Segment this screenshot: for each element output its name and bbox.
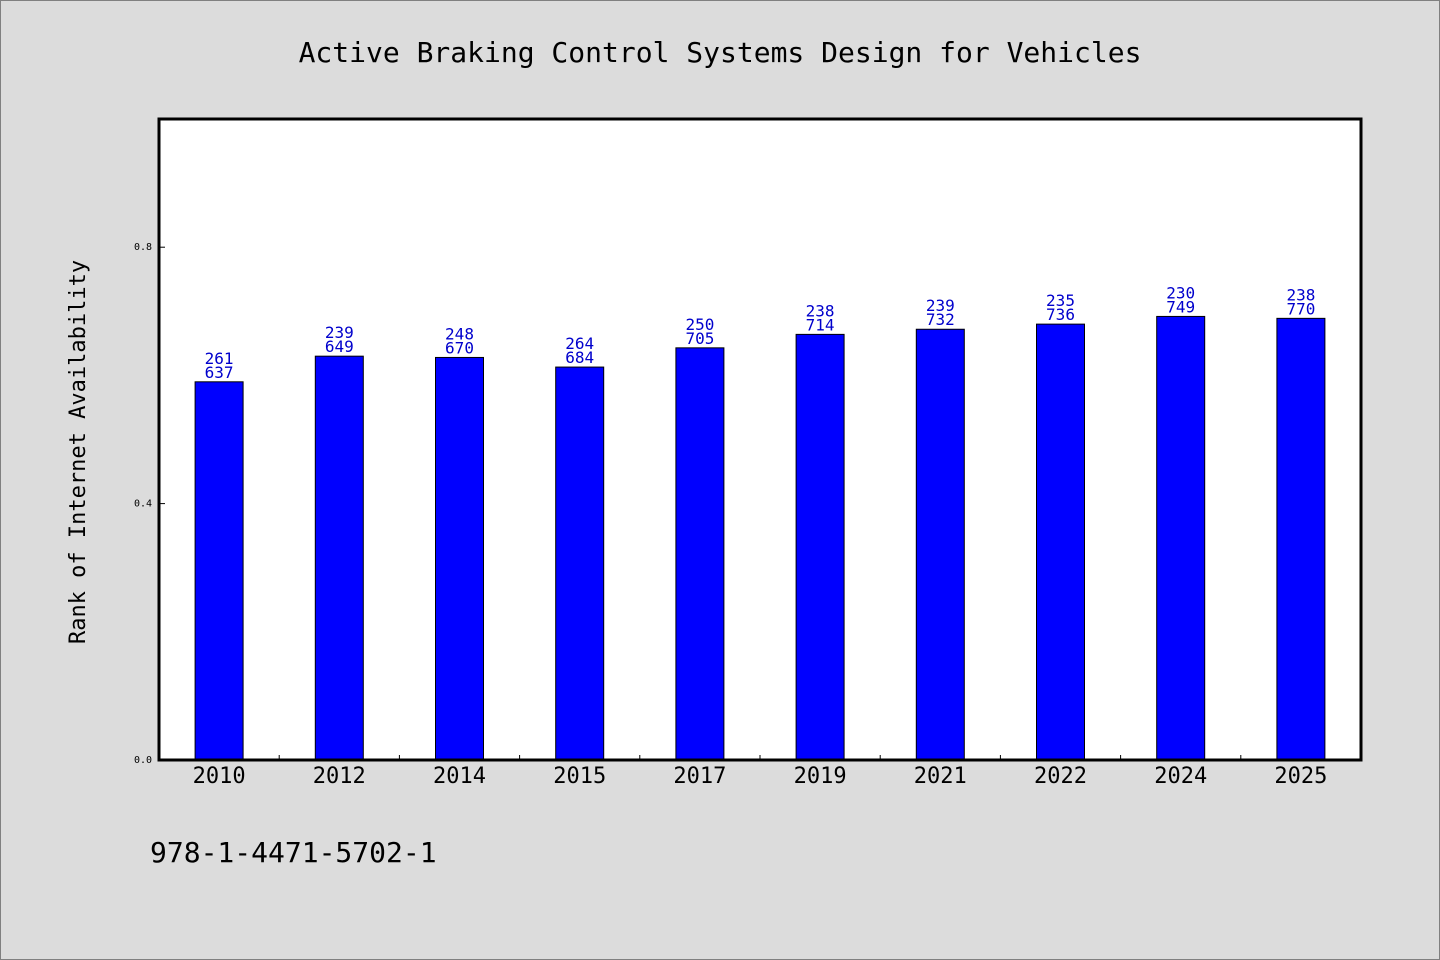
x-tick-label-2022: 2022 — [1034, 764, 1087, 789]
bar-2019 — [795, 333, 845, 761]
bar-2012 — [314, 355, 364, 761]
data-label-top-2010: 261 — [205, 349, 234, 368]
x-tick-label-2017: 2017 — [673, 764, 726, 789]
data-label-top-2019: 238 — [806, 301, 835, 320]
bar-2017 — [675, 347, 725, 761]
x-tick-label-2024: 2024 — [1154, 764, 1207, 789]
data-label-bottom-2021: 732 — [926, 310, 955, 329]
data-label-top-2017: 250 — [685, 315, 714, 334]
data-label-bottom-2015: 684 — [565, 348, 594, 367]
data-label-bottom-2022: 736 — [1046, 305, 1075, 324]
data-label-bottom-2014: 670 — [445, 338, 474, 357]
data-label-bottom-2024: 749 — [1166, 297, 1195, 316]
y-tick-label: 0.0 — [134, 755, 152, 766]
isbn-label: 978-1-4471-5702-1 — [150, 836, 437, 869]
x-tick-label-2015: 2015 — [553, 764, 606, 789]
x-tick-label-2014: 2014 — [433, 764, 486, 789]
data-label-bottom-2012: 649 — [325, 337, 354, 356]
y-tick-label: 0.8 — [134, 242, 152, 253]
x-ticks-group: 2010 2012 2014 2015 2017 2019 2021 2022 2024 2025 — [193, 755, 1327, 789]
data-label-bottom-2010: 637 — [205, 363, 234, 382]
plot-border — [157, 117, 1363, 762]
data-label-top-2014: 248 — [445, 324, 474, 343]
bars-group — [194, 315, 1326, 761]
bar-2014 — [435, 356, 484, 761]
chart-title: Active Braking Control Systems Design fo… — [299, 36, 1142, 69]
x-tick-label-2025: 2025 — [1274, 764, 1327, 789]
bar-2010 — [194, 381, 244, 761]
data-label-bottom-2017: 705 — [685, 329, 714, 348]
data-label-top-2024: 230 — [1166, 283, 1195, 302]
bar-2022 — [1036, 323, 1085, 761]
data-label-bottom-2019: 714 — [806, 315, 835, 334]
bar-2015 — [555, 366, 605, 761]
x-tick-label-2021: 2021 — [914, 764, 967, 789]
bar-2025 — [1276, 317, 1326, 761]
data-label-top-2015: 264 — [565, 334, 594, 353]
x-tick-label-2010: 2010 — [193, 764, 246, 789]
y-tick-label: 0.4 — [134, 499, 152, 510]
bar-2021 — [915, 328, 965, 761]
data-label-top-2022: 235 — [1046, 291, 1075, 310]
data-label-top-2021: 239 — [926, 296, 955, 315]
y-axis-label: Rank of Internet Availability — [66, 260, 91, 644]
data-label-bottom-2025: 770 — [1286, 299, 1315, 318]
x-tick-label-2012: 2012 — [313, 764, 366, 789]
x-tick-label-2019: 2019 — [794, 764, 847, 789]
data-label-top-2012: 239 — [325, 323, 354, 342]
data-label-top-2025: 238 — [1286, 285, 1315, 304]
bar-2024 — [1156, 315, 1206, 761]
